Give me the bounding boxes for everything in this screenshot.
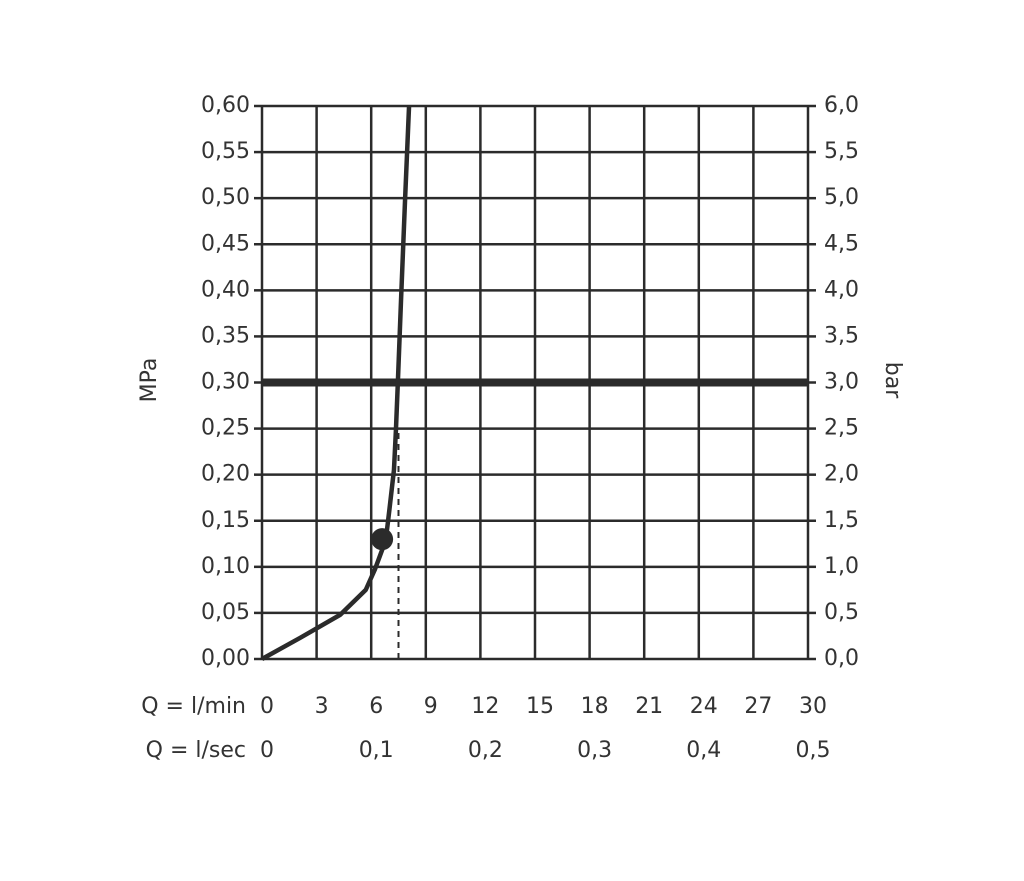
y-tick-label: 0,60 (201, 93, 250, 118)
y-tick-label: 0,05 (201, 600, 250, 625)
y-tick-label: 0,20 (201, 462, 250, 487)
y2-tick-label: 6,0 (824, 93, 859, 118)
y2-tick-label: 3,5 (824, 323, 859, 348)
y2-tick-label: 2,0 (824, 462, 859, 487)
y-tick-label: 0,35 (201, 323, 250, 348)
y2-tick-label: 5,5 (824, 139, 859, 164)
x-tick-label: 0 (260, 694, 274, 719)
y-tick-label: 0,25 (201, 416, 250, 441)
y2-tick-label: 1,5 (824, 508, 859, 533)
x-tick-label: 24 (690, 694, 718, 719)
y2-axis-label: bar (880, 362, 905, 399)
y2-tick-label: 2,5 (824, 416, 859, 441)
x-axis-label: Q = l/min (141, 694, 246, 719)
curve (260, 105, 412, 661)
y2-tick-label: 0,0 (824, 646, 859, 671)
y2-tick-label: 4,0 (824, 277, 859, 302)
x2-tick-label: 0 (260, 738, 274, 763)
x2-tick-label: 0,2 (468, 738, 503, 763)
x-tick-label: 30 (799, 694, 827, 719)
y-tick-label: 0,45 (201, 231, 250, 256)
x-tick-label: 21 (635, 694, 663, 719)
y-tick-label: 0,00 (201, 646, 250, 671)
operating-point (371, 528, 394, 551)
y2-tick-label: 3,0 (824, 370, 859, 395)
y-tick-label: 0,30 (201, 370, 250, 395)
y-tick-label: 0,55 (201, 139, 250, 164)
x-tick-label: 3 (315, 694, 329, 719)
y2-tick-label: 4,5 (824, 231, 859, 256)
x2-axis-label: Q = l/sec (146, 738, 246, 763)
y-tick-label: 0,40 (201, 277, 250, 302)
y2-tick-label: 1,0 (824, 554, 859, 579)
y2-tick-label: 0,5 (824, 600, 859, 625)
x2-tick-label: 0,4 (686, 738, 721, 763)
x-tick-label: 15 (526, 694, 554, 719)
y2-tick-label: 5,0 (824, 185, 859, 210)
x-tick-label: 6 (369, 694, 383, 719)
x2-tick-label: 0,3 (577, 738, 612, 763)
x2-tick-label: 0,1 (359, 738, 394, 763)
y-tick-label: 0,10 (201, 554, 250, 579)
x-tick-label: 27 (744, 694, 772, 719)
x-tick-label: 9 (424, 694, 438, 719)
y-tick-label: 0,15 (201, 508, 250, 533)
x-tick-label: 18 (581, 694, 609, 719)
x-tick-label: 12 (471, 694, 499, 719)
y-axis-label: MPa (137, 358, 162, 403)
x2-tick-label: 0,5 (796, 738, 831, 763)
y-tick-label: 0,50 (201, 185, 250, 210)
